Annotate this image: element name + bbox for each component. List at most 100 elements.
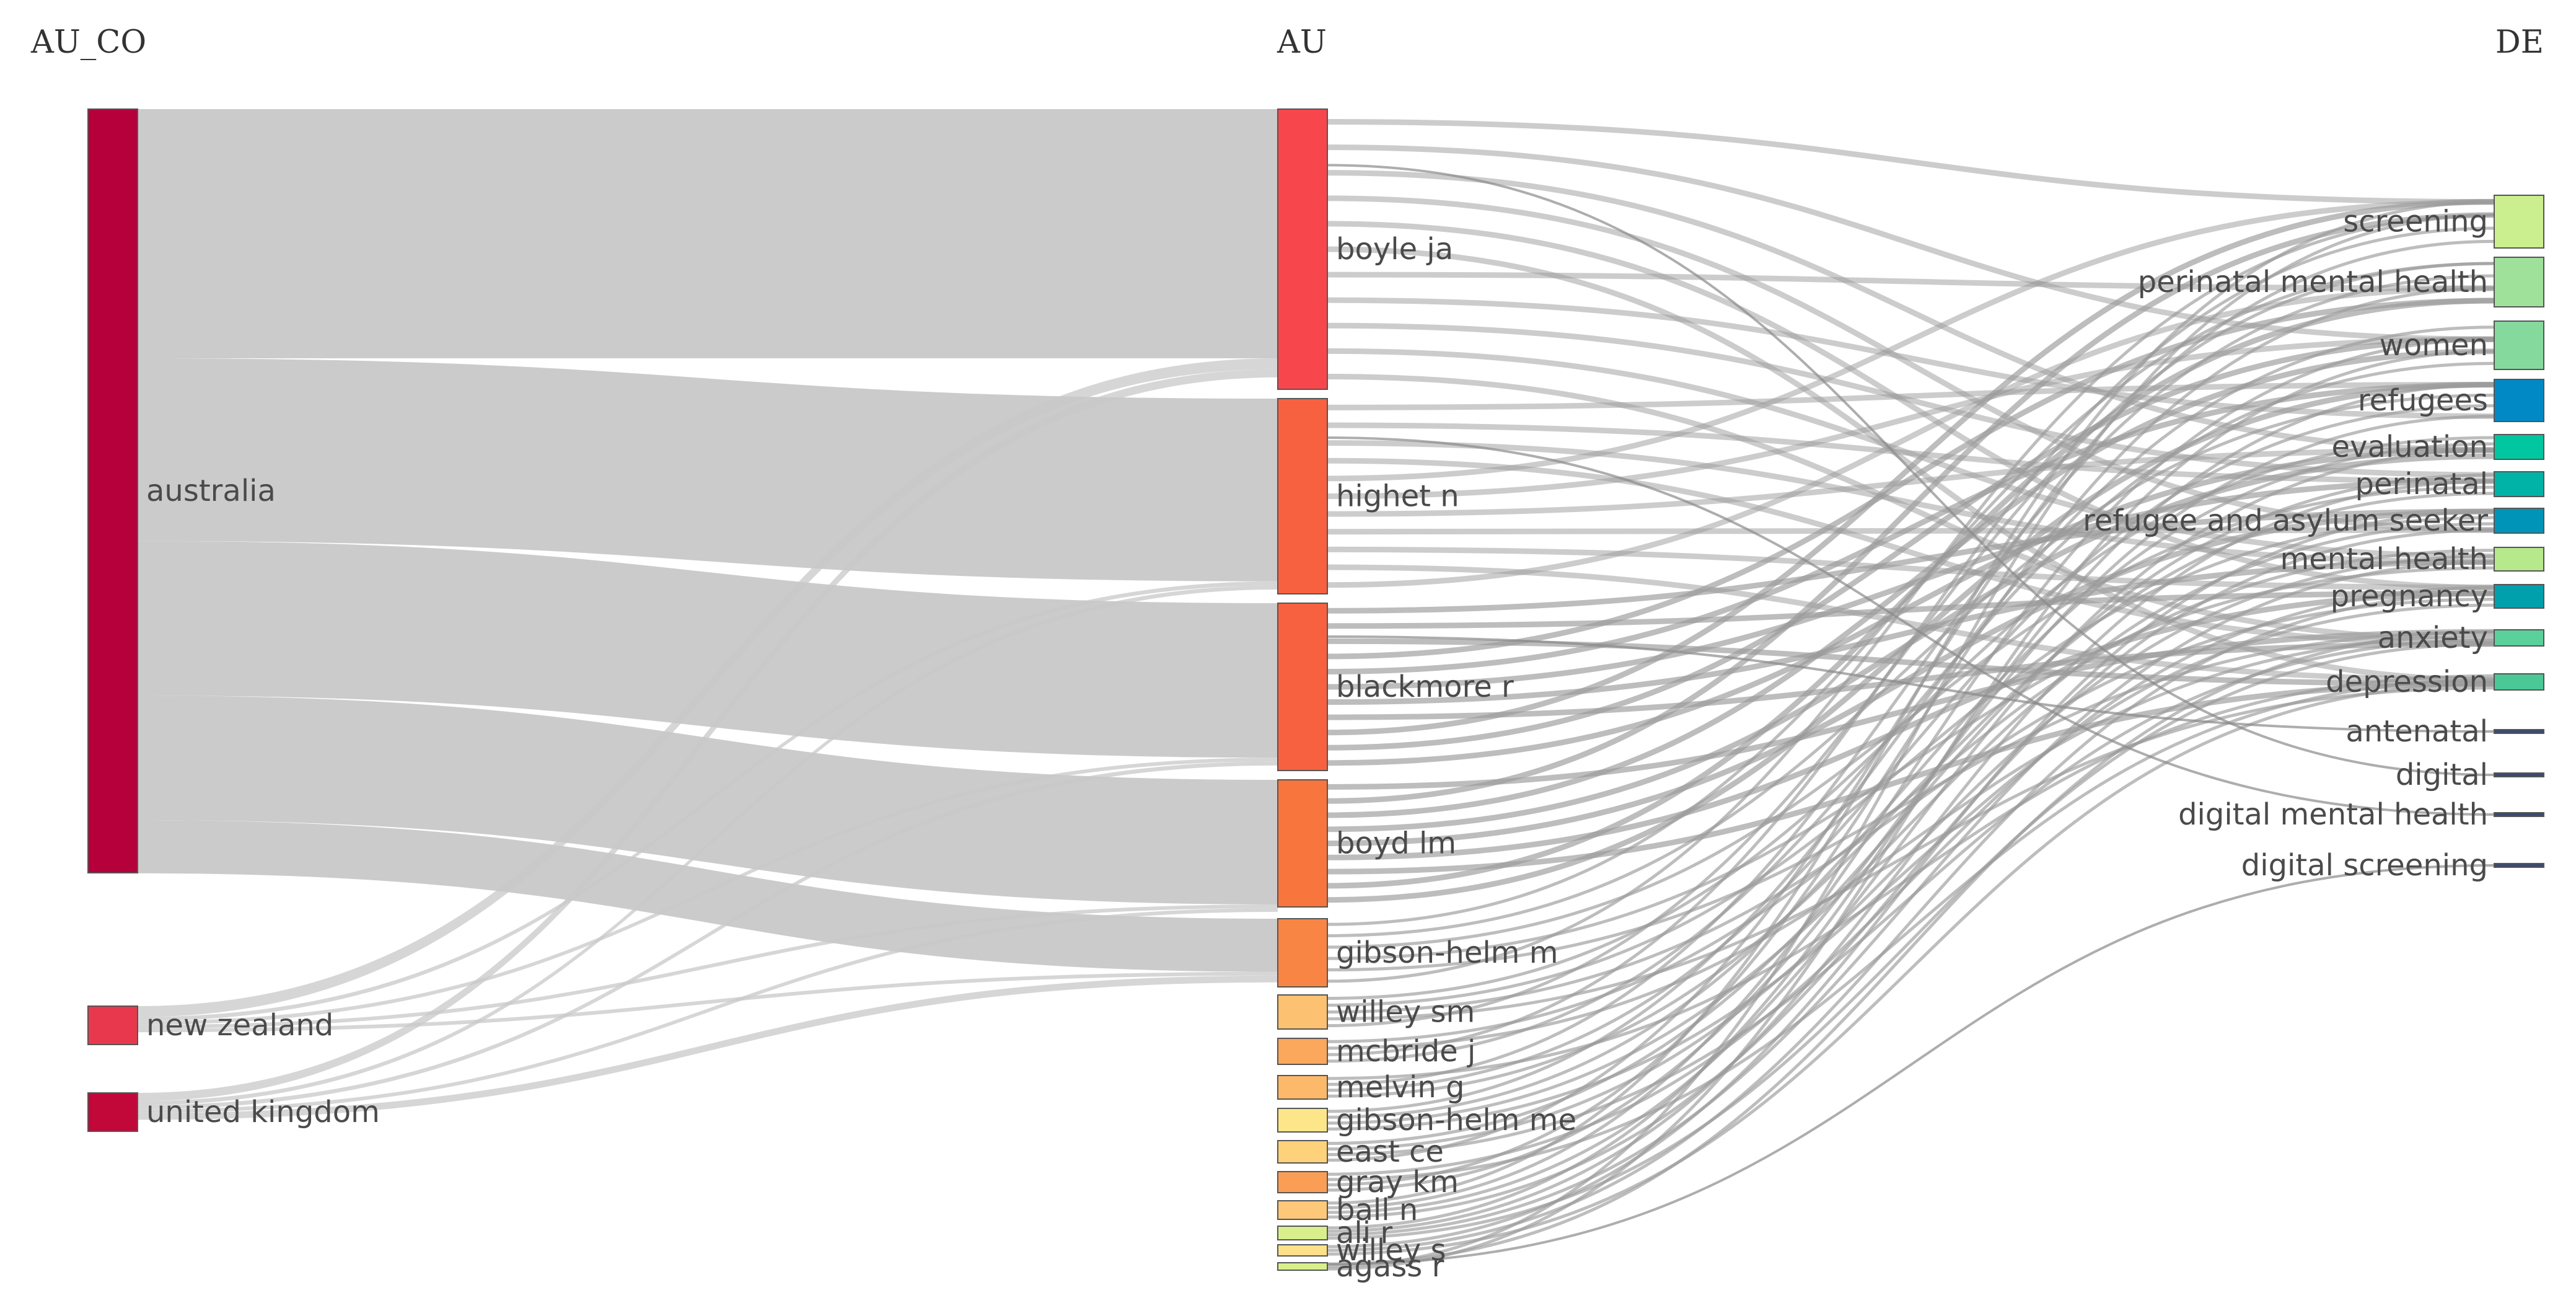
label-willey-s: willey s: [1336, 1233, 1446, 1268]
column-title-au: AU: [1277, 24, 1327, 61]
link-gray-km-to-perinatal-mental-health: [1327, 286, 2495, 1186]
link-blackmore-r-to-screening: [1327, 199, 2495, 736]
link-boyle-ja-to-perinatal-mental-health: [1327, 272, 2495, 291]
link-willey-s-to-pregnancy: [1327, 591, 2495, 1252]
node-refugee-and-asylum-seeker: [2494, 508, 2544, 534]
node-australia: [87, 108, 138, 873]
label-refugee-and-asylum-seeker: refugee and asylum seeker: [2083, 503, 2488, 538]
link-blackmore-r-to-evaluation: [1327, 447, 2495, 766]
link-boyle-ja-to-refugee-and-asylum-seeker: [1327, 195, 2495, 533]
node-screening: [2494, 195, 2544, 249]
link-australia-to-boyle-ja: [138, 109, 1278, 358]
label-gray-km: gray km: [1336, 1165, 1459, 1200]
node-perinatal-mental-health: [2494, 257, 2544, 307]
label-ali-r: ali r: [1336, 1216, 1392, 1250]
node-boyle-ja: [1277, 108, 1328, 390]
column-title-au-co: AU_CO: [30, 24, 146, 61]
label-perinatal: perinatal: [2355, 467, 2488, 502]
link-melvin-g-to-refugees: [1327, 404, 2495, 1092]
node-united-kingdom: [87, 1092, 138, 1132]
links-au-to-de: [1327, 119, 2495, 1271]
link-highet-n-to-refugees: [1327, 382, 2495, 410]
node-highet-n: [1277, 398, 1328, 594]
label-digital-mental-health: digital mental health: [2178, 797, 2488, 832]
link-ball-n-to-screening: [1327, 200, 2495, 1205]
label-evaluation: evaluation: [2332, 430, 2488, 464]
link-australia-to-blackmore-r: [138, 541, 1278, 758]
label-anxiety: anxiety: [2378, 621, 2488, 655]
link-gray-km-to-depression: [1327, 678, 2495, 1182]
label-new-zealand: new zealand: [146, 1008, 333, 1043]
link-blackmore-r-to-mental-health: [1327, 559, 2495, 705]
node-digital: [2494, 772, 2544, 777]
node-agass-r: [1277, 1262, 1328, 1271]
link-boyle-ja-to-digital: [1327, 164, 2495, 776]
link-new-zealand-to-boyle-ja: [138, 358, 1278, 1017]
link-melvin-g-to-perinatal: [1327, 492, 2495, 1098]
label-australia: australia: [146, 474, 276, 508]
link-blackmore-r-to-refugees: [1327, 382, 2495, 674]
link-gibson-helm-m-to-perinatal-mental-health: [1327, 262, 2495, 926]
node-anxiety: [2494, 629, 2544, 647]
link-willey-s-to-depression: [1327, 682, 2495, 1256]
node-depression: [2494, 673, 2544, 691]
link-agass-r-to-screening: [1327, 213, 2495, 1268]
label-digital: digital: [2396, 758, 2488, 792]
link-gibson-helm-me-to-women: [1327, 325, 2495, 1113]
node-evaluation: [2494, 434, 2544, 460]
links-au-co-to-au: [138, 109, 1278, 1120]
node-digital-mental-health: [2494, 812, 2544, 817]
node-mental-health: [2494, 547, 2544, 572]
link-new-zealand-to-highet-n: [138, 581, 1278, 1022]
link-highet-n-to-women: [1327, 336, 2495, 499]
node-mcbride-j: [1277, 1038, 1328, 1065]
label-refugees: refugees: [2358, 383, 2488, 418]
label-depression: depression: [2326, 665, 2488, 699]
link-boyd-lm-to-women: [1327, 348, 2495, 818]
link-melvin-g-to-perinatal-mental-health: [1327, 274, 2495, 1086]
node-willey-s: [1277, 1244, 1328, 1257]
link-ali-r-to-refugees: [1327, 383, 2495, 1230]
link-boyd-lm-to-screening: [1327, 212, 2495, 804]
node-perinatal: [2494, 471, 2544, 497]
link-new-zealand-to-boyd-lm: [138, 904, 1278, 1029]
label-boyd-lm: boyd lm: [1336, 826, 1456, 861]
node-melvin-g: [1277, 1075, 1328, 1100]
link-united-kingdom-to-boyd-lm: [138, 908, 1278, 1113]
node-willey-sm: [1277, 994, 1328, 1030]
link-boyle-ja-to-evaluation: [1327, 170, 2495, 453]
node-ball-n: [1277, 1200, 1328, 1220]
link-boyd-lm-to-pregnancy: [1327, 590, 2495, 860]
link-united-kingdom-to-blackmore-r: [138, 761, 1278, 1110]
link-boyd-lm-to-depression: [1327, 681, 2495, 875]
link-australia-to-highet-n: [138, 358, 1278, 581]
label-women: women: [2380, 328, 2488, 363]
link-blackmore-r-to-antenatal: [1327, 635, 2495, 733]
node-antenatal: [2494, 729, 2544, 734]
link-boyle-ja-to-screening: [1327, 119, 2495, 205]
link-new-zealand-to-blackmore-r: [138, 758, 1278, 1025]
node-east-ce: [1277, 1140, 1328, 1164]
label-mcbride-j: mcbride j: [1336, 1034, 1475, 1069]
link-highet-n-to-pregnancy: [1327, 546, 2495, 591]
link-australia-to-gibson-helm-m: [138, 820, 1278, 972]
link-united-kingdom-to-gibson-helm-m: [138, 975, 1278, 1120]
label-melvin-g: melvin g: [1336, 1070, 1465, 1105]
link-highet-n-to-mental-health: [1327, 440, 2495, 565]
node-pregnancy: [2494, 584, 2544, 609]
label-ball-n: ball n: [1336, 1193, 1418, 1227]
node-new-zealand: [87, 1005, 138, 1045]
node-gibson-helm-m: [1277, 918, 1328, 988]
link-highet-n-to-anxiety: [1327, 457, 2495, 647]
link-willey-sm-to-refugee-and-asylum-seeker: [1327, 516, 2495, 1007]
link-united-kingdom-to-boyle-ja: [138, 369, 1278, 1102]
label-perinatal-mental-health: perinatal mental health: [2138, 265, 2488, 299]
link-agass-r-to-anxiety: [1327, 630, 2495, 1266]
link-agass-r-to-women: [1327, 350, 2495, 1271]
label-willey-sm: willey sm: [1336, 995, 1475, 1030]
node-boyd-lm: [1277, 779, 1328, 908]
label-agass-r: agass r: [1336, 1249, 1444, 1284]
link-gibson-helm-me-to-pregnancy: [1327, 603, 2495, 1131]
link-new-zealand-to-gibson-helm-m: [138, 971, 1278, 1033]
